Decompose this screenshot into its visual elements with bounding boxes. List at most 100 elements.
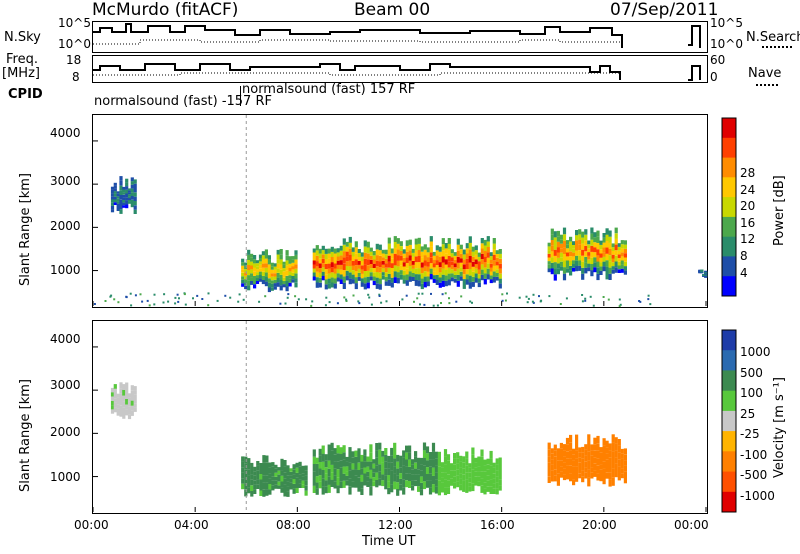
power-echo-cell-1 xyxy=(453,271,457,275)
power-echo-cell-1 xyxy=(378,278,382,284)
power-echo-cell-0 xyxy=(288,260,292,264)
velocity-echo-cell-4 xyxy=(116,408,120,413)
power-echo-cell-1 xyxy=(441,238,445,245)
power-echo-cell-1 xyxy=(411,269,415,273)
power-echo-cell-1 xyxy=(345,241,349,247)
power-echo-cell-1 xyxy=(333,263,337,269)
power-echo-cell-0 xyxy=(244,279,248,283)
velocity-echo-cell-0 xyxy=(262,482,266,490)
velocity-echo-cell-1 xyxy=(425,474,430,481)
velocity-echo-cell-2 xyxy=(468,486,472,492)
power-echo-cell-0 xyxy=(294,264,298,269)
power-echo-cell-2 xyxy=(593,252,597,258)
velocity-echo-cell-3 xyxy=(584,449,588,456)
power-ytick-1000: 1000 xyxy=(50,263,81,277)
velocity-echo-cell-3 xyxy=(590,455,594,462)
velocity-echo-cell-2 xyxy=(495,476,499,483)
power-echo-cell-1 xyxy=(345,270,349,276)
power-echo-cell-1 xyxy=(351,256,355,261)
power-echo-cell-2 xyxy=(556,230,560,237)
power-ground-scatter xyxy=(163,293,166,296)
velocity-echo-cell-2 xyxy=(465,458,469,466)
power-echo-cell-1 xyxy=(456,262,460,269)
power-echo-cell-0 xyxy=(282,284,286,288)
power-echo-cell-1 xyxy=(327,268,331,274)
velocity-echo-cell-3 xyxy=(620,453,624,459)
power-ground-scatter xyxy=(413,300,415,303)
power-echo-cell-2 xyxy=(572,252,576,257)
power-echo-cell-0 xyxy=(291,262,295,267)
power-echo-cell-0 xyxy=(291,276,295,280)
power-echo-cell-2 xyxy=(584,234,588,241)
power-echo-cell-2 xyxy=(593,242,597,248)
power-echo-cell-2 xyxy=(578,244,582,250)
power-echo-cell-2 xyxy=(562,267,567,274)
power-echo-cell-1 xyxy=(375,255,379,261)
power-echo-cell-1 xyxy=(324,269,328,275)
power-echo-cell-1 xyxy=(411,277,415,281)
velocity-echo-cell-0 xyxy=(280,464,284,471)
velocity-echo-cell-1 xyxy=(384,475,388,483)
power-echo-cell-1 xyxy=(465,269,469,275)
power-echo-cell-2 xyxy=(578,260,582,266)
velocity-echo-cell-0 xyxy=(283,460,287,467)
power-echo-cell-3 xyxy=(122,197,126,200)
power-echo-cell-1 xyxy=(429,246,433,253)
velocity-echo-cell-1 xyxy=(336,477,340,486)
velocity-echo-cell-2 xyxy=(440,467,445,473)
cpid-text-1: normalsound (fast) -157 RF xyxy=(94,94,272,109)
power-echo-cell-0 xyxy=(288,256,292,260)
power-echo-cell-4 xyxy=(702,274,706,276)
power-echo-cell-1 xyxy=(474,268,478,274)
power-echo-cell-1 xyxy=(447,243,451,250)
power-echo-cell-1 xyxy=(354,277,358,284)
power-echo-cell-2 xyxy=(550,251,554,258)
power-echo-cell-1 xyxy=(345,246,349,252)
power-echo-cell-1 xyxy=(444,248,448,254)
power-echo-cell-1 xyxy=(366,282,370,289)
power-echo-cell-2 xyxy=(611,258,615,263)
velocity-echo-cell-1 xyxy=(351,451,355,458)
velocity-echo-cell-0 xyxy=(253,480,257,485)
power-echo-cell-1 xyxy=(345,266,349,271)
power-echo-cell-0 xyxy=(244,265,248,270)
velocity-echo-cell-3 xyxy=(596,473,600,481)
velocity-echo-cell-1 xyxy=(327,476,331,485)
power-echo-cell-1 xyxy=(342,257,346,264)
velocity-echo-cell-0 xyxy=(250,479,254,486)
velocity-echo-cell-3 xyxy=(584,472,588,479)
velocity-echo-cell-3 xyxy=(562,456,567,463)
power-echo-cell-1 xyxy=(348,236,352,243)
velocity-echo-cell-3 xyxy=(578,447,582,453)
power-echo-cell-1 xyxy=(441,256,445,263)
power-echo-cell-1 xyxy=(366,265,370,271)
xtick-1200: 12:00 xyxy=(378,518,413,532)
velocity-echo-cell-2 xyxy=(450,470,454,475)
velocity-echo-cell-3 xyxy=(599,475,603,482)
power-echo-cell-2 xyxy=(617,247,621,251)
power-echo-cell-1 xyxy=(399,265,403,271)
power-echo-cell-2 xyxy=(575,245,579,251)
power-echo-cell-0 xyxy=(253,267,257,272)
power-echo-cell-1 xyxy=(426,266,430,272)
power-echo-cell-3 xyxy=(116,208,120,211)
power-echo-cell-1 xyxy=(321,271,325,276)
power-echo-cell-2 xyxy=(578,234,582,240)
power-echo-cell-0 xyxy=(294,278,298,283)
velocity-echo-cell-1 xyxy=(434,472,438,480)
power-echo-cell-1 xyxy=(384,258,388,264)
velocity-echo-cell-2 xyxy=(456,475,460,482)
power-echo-cell-2 xyxy=(553,249,557,256)
velocity-echo-cell-4 xyxy=(110,409,115,414)
power-echo-cell-0 xyxy=(250,273,254,278)
power-echo-cell-2 xyxy=(559,234,563,240)
power-echo-cell-1 xyxy=(366,259,370,265)
power-echo-cell-1 xyxy=(387,243,391,250)
power-echo-cell-1 xyxy=(471,271,475,277)
velocity-echo-cell-2 xyxy=(443,487,448,496)
power-echo-cell-1 xyxy=(399,241,403,246)
power-echo-cell-1 xyxy=(321,263,325,268)
power-echo-cell-1 xyxy=(417,274,421,281)
power-echo-cell-3 xyxy=(119,195,123,200)
velocity-echo-cell-1 xyxy=(336,445,340,454)
